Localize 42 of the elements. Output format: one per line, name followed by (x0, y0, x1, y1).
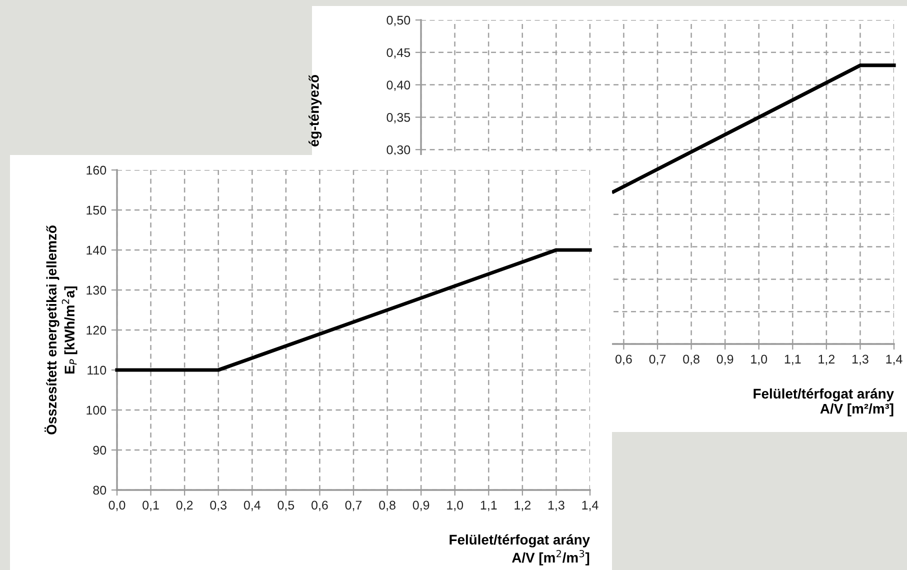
x-tick-label: 0,7 (649, 354, 666, 366)
x-tick-label: 1,1 (480, 500, 497, 512)
y-tick-label: 140 (86, 246, 106, 255)
y-axis-title: Összesített energetikai jellemző E$_{P}$ [kWh/m$^{2}$a] (44, 226, 78, 434)
x-tick-label: 0,5 (278, 500, 294, 512)
y-tick-label: 150 (86, 206, 106, 215)
x-tick-label: 1,1 (784, 354, 801, 366)
x-tick-label: 0,8 (379, 500, 396, 512)
y-tick-label: 80 (93, 486, 106, 495)
x-tick-label: 0,9 (716, 354, 734, 366)
y-tick-label: 100 (86, 406, 106, 415)
x-tick-label: 0,9 (412, 500, 430, 512)
x-tick-label: 0,8 (683, 354, 700, 366)
y-tick-label: 0,30 (386, 145, 410, 156)
y-tick-label: 130 (86, 286, 106, 295)
y-tick-label: 0,45 (386, 48, 410, 59)
y-tick-label: 120 (86, 326, 106, 335)
x-tick-label: 1,2 (514, 500, 530, 512)
y-tick-label: 0,40 (386, 80, 410, 91)
x-axis-title: Felület/térfogat arány A/V [m$^{2}$/m$^{3}$] (450, 534, 590, 566)
x-tick-label: 0,6 (312, 500, 328, 512)
x-tick-label: 1,4 (582, 500, 598, 512)
x-tick-label: 1,0 (751, 354, 768, 366)
x-tick-label: 0,6 (616, 354, 632, 366)
y-tick-label: 160 (86, 166, 106, 175)
x-tick-label: 1,3 (852, 354, 868, 366)
x-tick-label: 1,3 (548, 500, 564, 512)
y-tick-label: 110 (88, 366, 106, 375)
x-tick-label: 0,7 (345, 500, 362, 512)
x-tick-label: 0,1 (142, 500, 159, 512)
x-tick-label: 1,2 (818, 354, 834, 366)
y-tick-label: 90 (93, 446, 106, 455)
x-tick-label: 0,4 (244, 500, 260, 512)
x-tick-label: 0,2 (176, 500, 193, 512)
x-tick-label: 1,0 (447, 500, 464, 512)
y-tick-label: 0,50 (386, 16, 410, 26)
x-tick-label: 0,0 (108, 500, 126, 512)
y-axis-title: ég-tényező (308, 74, 322, 146)
x-axis-title: Felület/térfogat arány A/V [m²/m³] (754, 388, 894, 416)
x-tick-label: 1,4 (886, 354, 902, 366)
x-tick-label: 0,3 (210, 500, 226, 512)
y-tick-label: 0,35 (386, 113, 410, 124)
